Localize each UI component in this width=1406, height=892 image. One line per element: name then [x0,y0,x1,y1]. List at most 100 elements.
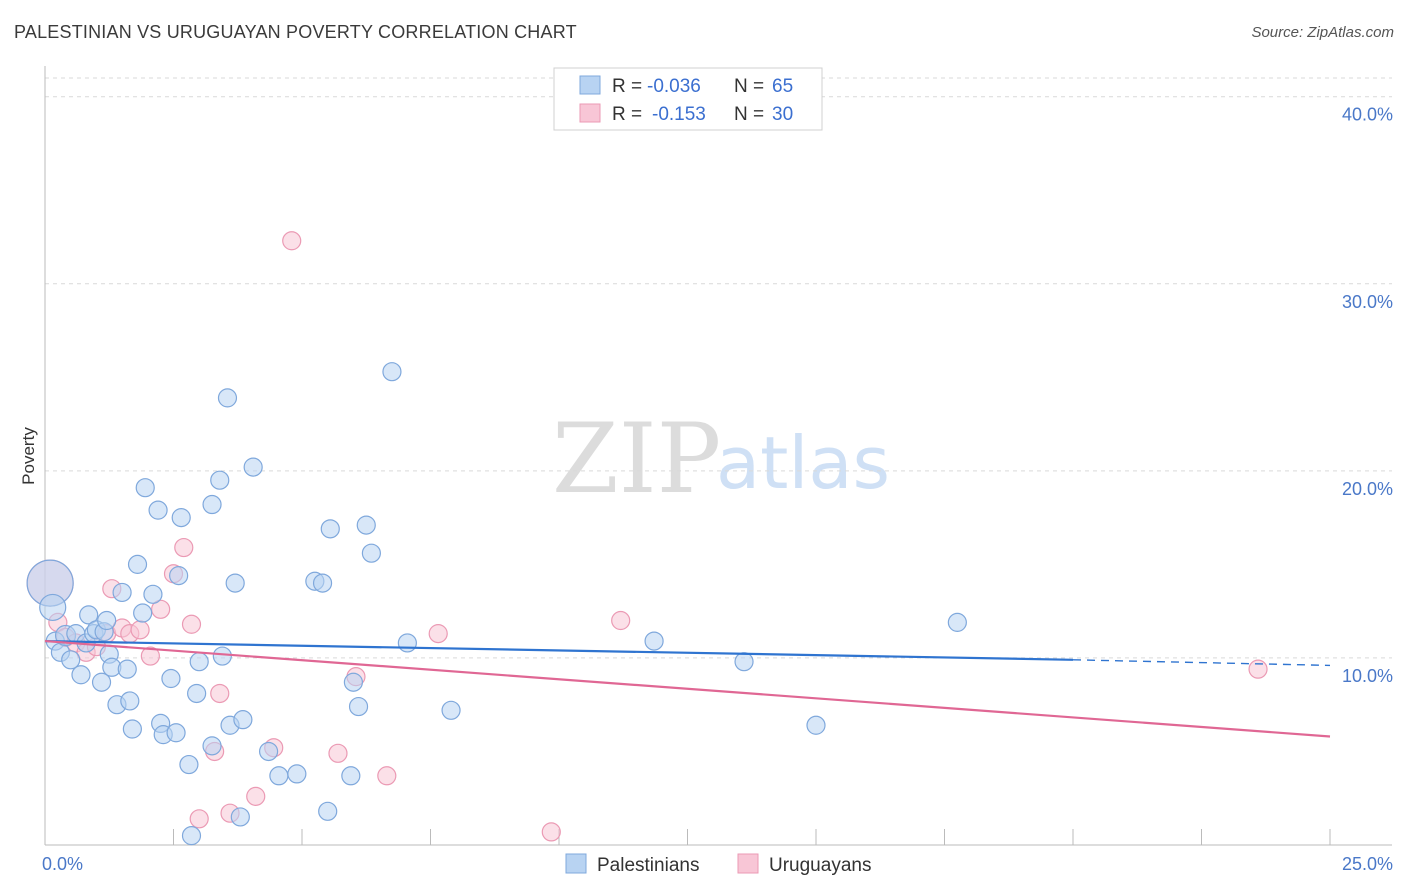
uruguayans-point-29 [1248,659,1268,679]
palestinians-point-9 [79,605,99,625]
uruguayans-point-23 [328,743,348,763]
chart-title: PALESTINIAN VS URUGUAYAN POVERTY CORRELA… [14,22,577,42]
legend: R = -0.036 N = 65 R = -0.153 N = 30 [553,67,823,131]
y-tick-label-3: 40.0% [1342,105,1393,125]
uruguayans-point-27 [541,822,561,842]
chart-source: Source: ZipAtlas.com [1251,24,1394,41]
y-tick-label-0: 10.0% [1342,666,1393,686]
uruguayans-point-26 [428,624,448,644]
legend-r-value-1: -0.036 [647,76,701,97]
uruguayans-point-22 [282,231,302,251]
palestinians-point-34 [181,826,202,846]
palestinians-point-51 [312,573,333,593]
palestinians-point-26 [148,500,168,520]
palestinians-point-23 [133,603,153,623]
uruguayans-point-15 [181,614,202,634]
palestinians-point-65 [947,612,967,632]
y-tick-labels: 10.0% 20.0% 30.0% 40.0% [1342,105,1393,686]
x-tick-label-1: 25.0% [1342,854,1393,874]
palestinians-point-52 [318,801,338,821]
palestinians-point-14 [97,610,117,631]
palestinians-point-38 [202,736,222,756]
palestinians-point-54 [341,766,361,786]
bottom-legend: Palestinians Uruguayans [565,853,871,876]
palestinians-point-30 [166,723,186,743]
palestinians-point-43 [225,573,245,593]
watermark-atlas: atlas [716,421,890,505]
y-tick-label-2: 30.0% [1342,292,1393,312]
legend-r-label-1: R = [612,76,642,97]
y-axis-label: Poverty [19,427,38,485]
palestinians-point-24 [135,478,155,498]
palestinians-point-59 [382,362,402,382]
palestinians-point-48 [269,766,289,786]
palestinians-point-62 [644,631,664,651]
legend-n-label-2: N = [734,104,764,125]
legend-swatch-uruguayans [579,103,601,123]
palestinians-point-12 [91,672,112,692]
y-tick-label-1: 20.0% [1342,479,1393,499]
palestinians-point-39 [210,470,230,490]
uruguayans-point-18 [210,683,230,704]
legend-n-value-1: 65 [772,76,793,97]
watermark-zip: ZIP [552,403,721,515]
palestinians-point-29 [161,668,181,689]
palestinians-point-57 [356,515,376,535]
palestinians-point-61 [441,700,461,720]
x-tick-labels: 0.0% 25.0% [42,854,1393,874]
bottom-legend-swatch-palestinians [565,853,587,874]
trend-lines [44,639,1331,738]
palestinians-point-45 [233,710,253,730]
legend-swatch-palestinians [579,75,601,95]
palestinians-point-63 [734,652,754,672]
uruguayans-point-12 [151,599,171,619]
uruguayans-point-11 [140,646,160,666]
legend-r-label-2: R = [612,104,642,125]
palestinians-point-56 [348,696,369,717]
legend-n-value-2: 30 [772,104,793,125]
uruguayans-trend-line [44,639,1331,738]
bottom-legend-swatch-uruguayans [737,853,759,874]
palestinians-point-55 [343,672,363,692]
palestinians-point-33 [179,754,199,775]
watermark: ZIP atlas [552,403,890,515]
palestinians-point-21 [122,719,142,739]
palestinians-point-47 [258,741,279,762]
uruguayans-point-20 [246,786,266,806]
palestinians-point-36 [189,652,209,672]
palestinians-point-37 [202,494,222,515]
palestinians-point-53 [320,519,340,539]
bottom-legend-palestinians: Palestinians [597,855,699,876]
palestinians-point-49 [287,764,307,784]
palestinians-point-46 [243,457,263,477]
palestinians-point-1 [39,593,67,622]
palestinians-point-40 [212,646,232,666]
palestinians-point-25 [143,584,163,604]
uruguayans-point-25 [377,766,397,786]
palestinians-point-41 [217,388,238,408]
bottom-legend-uruguayans: Uruguayans [769,855,871,876]
palestinians-point-7 [71,665,91,685]
palestinians-point-22 [127,554,148,574]
axes [44,66,1392,846]
palestinians-point-18 [112,582,132,603]
uruguayans-point-10 [130,620,150,640]
x-tick-label-0: 0.0% [42,854,83,874]
palestinians-point-58 [361,543,381,563]
grid-lines [45,77,1392,659]
palestinians-trend-line [44,639,1074,661]
palestinians-point-5 [61,650,81,670]
palestinians-point-44 [230,807,250,827]
palestinians-point-32 [171,508,191,528]
legend-r-value-2: -0.153 [652,104,706,125]
uruguayans-point-28 [611,610,631,631]
palestinians-point-20 [120,691,140,711]
palestinians-point-60 [397,633,417,653]
palestinians-point-31 [169,566,189,586]
palestinians-trend-extension [1072,659,1331,667]
legend-n-label-1: N = [734,76,764,97]
palestinians-point-35 [187,683,207,704]
uruguayans-point-16 [189,809,209,829]
palestinians-point-64 [806,715,826,735]
